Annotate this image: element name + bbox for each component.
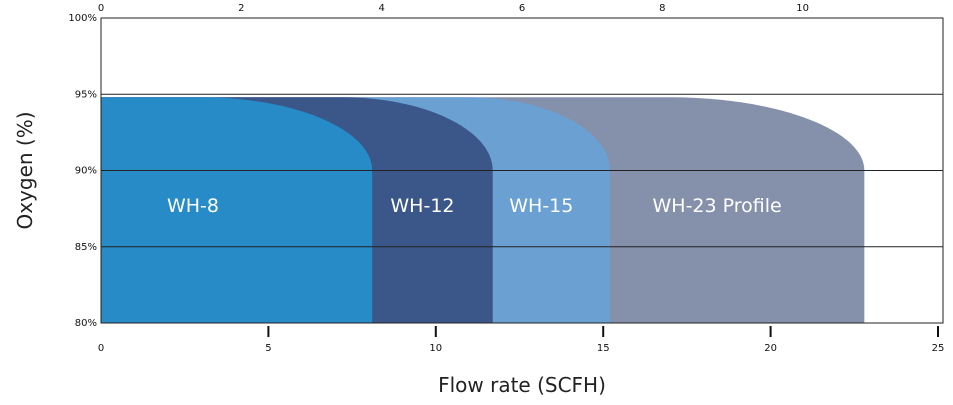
x-axis-title: Flow rate (SCFH) xyxy=(438,373,606,397)
y-tick-label: 95% xyxy=(75,89,97,100)
series-areas xyxy=(101,97,865,323)
x-tick-label: 20 xyxy=(764,343,777,354)
x-top-tick-label: 6 xyxy=(519,3,525,14)
label-wh-15: WH-15 xyxy=(509,195,573,217)
label-wh-12: WH-12 xyxy=(390,195,454,217)
x-tick-label: 10 xyxy=(429,343,442,354)
x-tick-label: 0 xyxy=(98,343,104,354)
x-tick-label: 25 xyxy=(932,343,945,354)
y-tick-label: 85% xyxy=(75,242,97,253)
plot-frame xyxy=(100,17,944,324)
x-top-tick-label: 8 xyxy=(659,3,665,14)
x-tick-label: 5 xyxy=(265,343,271,354)
gridlines xyxy=(101,93,943,248)
y-axis-title: Oxygen (%) xyxy=(13,111,37,229)
area-wh-8 xyxy=(101,97,373,323)
x-top-tick-label: 4 xyxy=(378,3,384,14)
label-wh-23-profile: WH-23 Profile xyxy=(653,195,782,217)
series-labels: WH-8 WH-12 WH-15 WH-23 Profile xyxy=(167,195,782,217)
label-wh-8: WH-8 xyxy=(167,195,219,217)
x-top-tick-label: 2 xyxy=(238,3,244,14)
x-top-tick-label: 0 xyxy=(98,3,104,14)
y-tick-label: 100% xyxy=(68,13,97,24)
x-tick-label: 15 xyxy=(597,343,610,354)
y-tick-label: 90% xyxy=(75,166,97,177)
axis-ticks: 80%85%90%95%100%0 5 10 15 20 250 2 4 6 8 10 xyxy=(68,3,944,354)
y-tick-label: 80% xyxy=(75,318,97,329)
x-top-tick-label: 10 xyxy=(796,3,809,14)
